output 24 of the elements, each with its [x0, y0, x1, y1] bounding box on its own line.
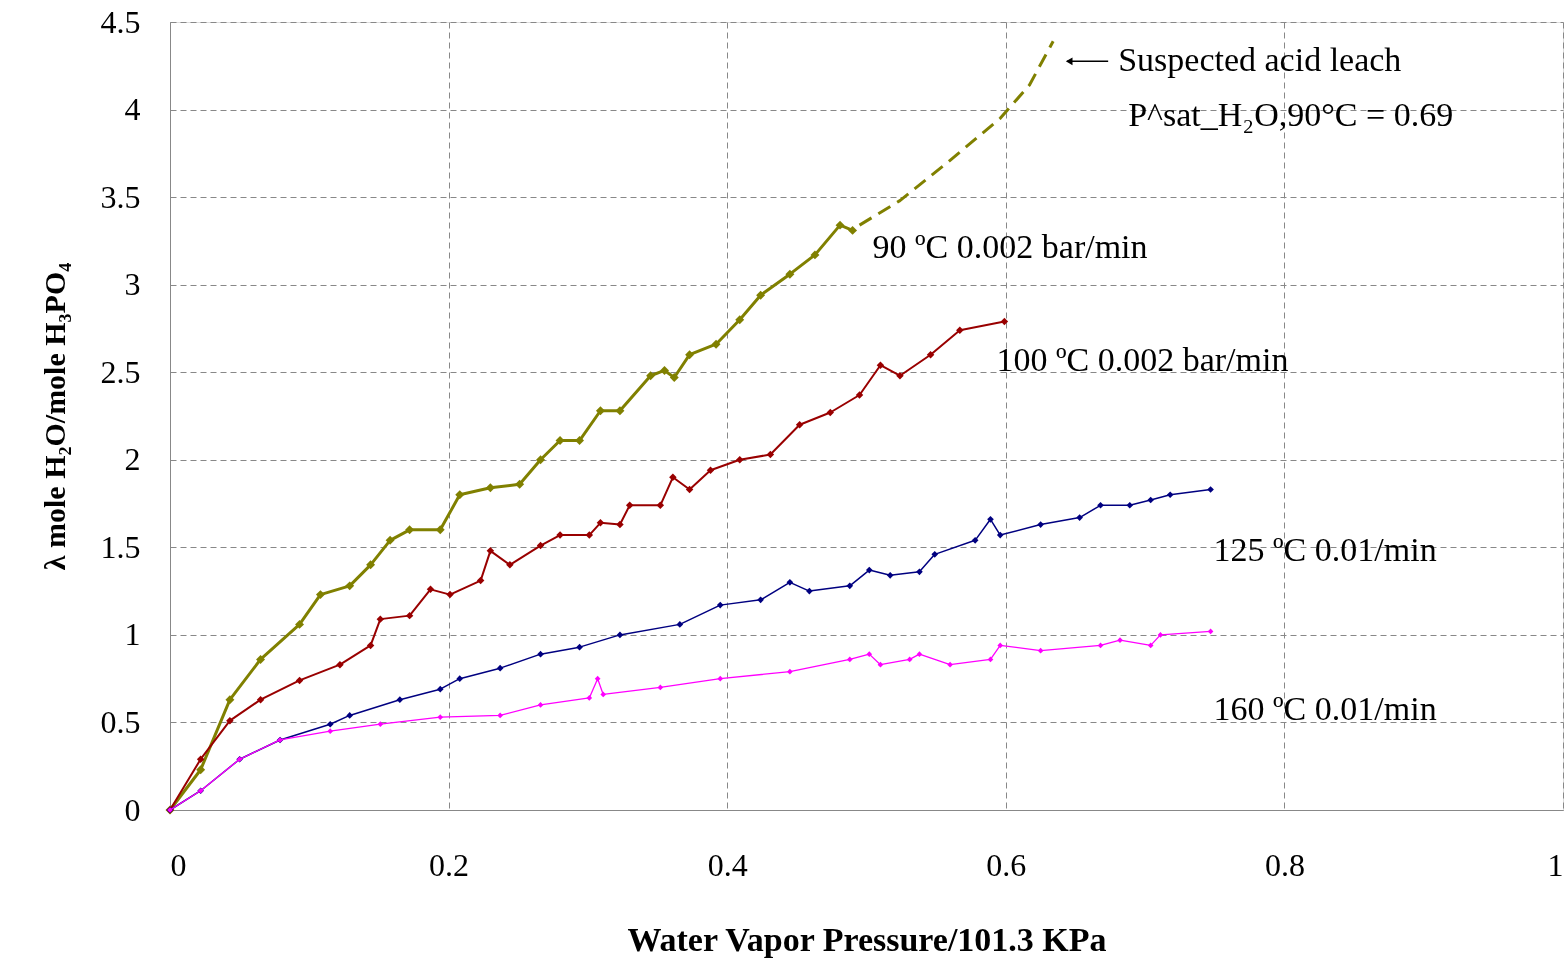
annotation: Suspected acid leach	[1118, 41, 1402, 79]
y-tick-label: 1	[124, 616, 141, 653]
x-tick-label: 0.6	[986, 846, 1027, 883]
series-label: 90 ºC 0.002 bar/min	[872, 228, 1148, 266]
x-tick-label: 0.4	[707, 846, 748, 883]
x-axis-title: Water Vapor Pressure/101.3 KPa	[627, 920, 1107, 958]
y-axis-title: λ mole H₂O/mole H₃PO₄	[37, 262, 71, 571]
y-tick-label: 4.5	[100, 3, 141, 40]
series-label: 100 ºC 0.002 bar/min	[996, 341, 1289, 379]
y-tick-label: 0	[124, 791, 141, 828]
y-tick-label: 1.5	[100, 528, 141, 565]
series-label: 160 ºC 0.01/min	[1213, 690, 1437, 728]
y-tick-label: 3.5	[100, 178, 141, 215]
annotation: P^sat_H₂O,90°C = 0.69	[1128, 96, 1454, 134]
series-label: 125 ºC 0.01/min	[1213, 530, 1437, 568]
x-tick-label: 0.8	[1264, 846, 1305, 883]
y-tick-label: 4	[124, 91, 141, 128]
x-tick-label: 1	[1547, 846, 1564, 883]
x-tick-label: 0.2	[429, 846, 470, 883]
y-tick-label: 0.5	[100, 703, 141, 740]
y-tick-label: 2	[124, 441, 141, 478]
y-tick-label: 3	[124, 266, 141, 303]
x-tick-label: 0	[170, 846, 187, 883]
y-tick-label: 2.5	[100, 353, 141, 390]
